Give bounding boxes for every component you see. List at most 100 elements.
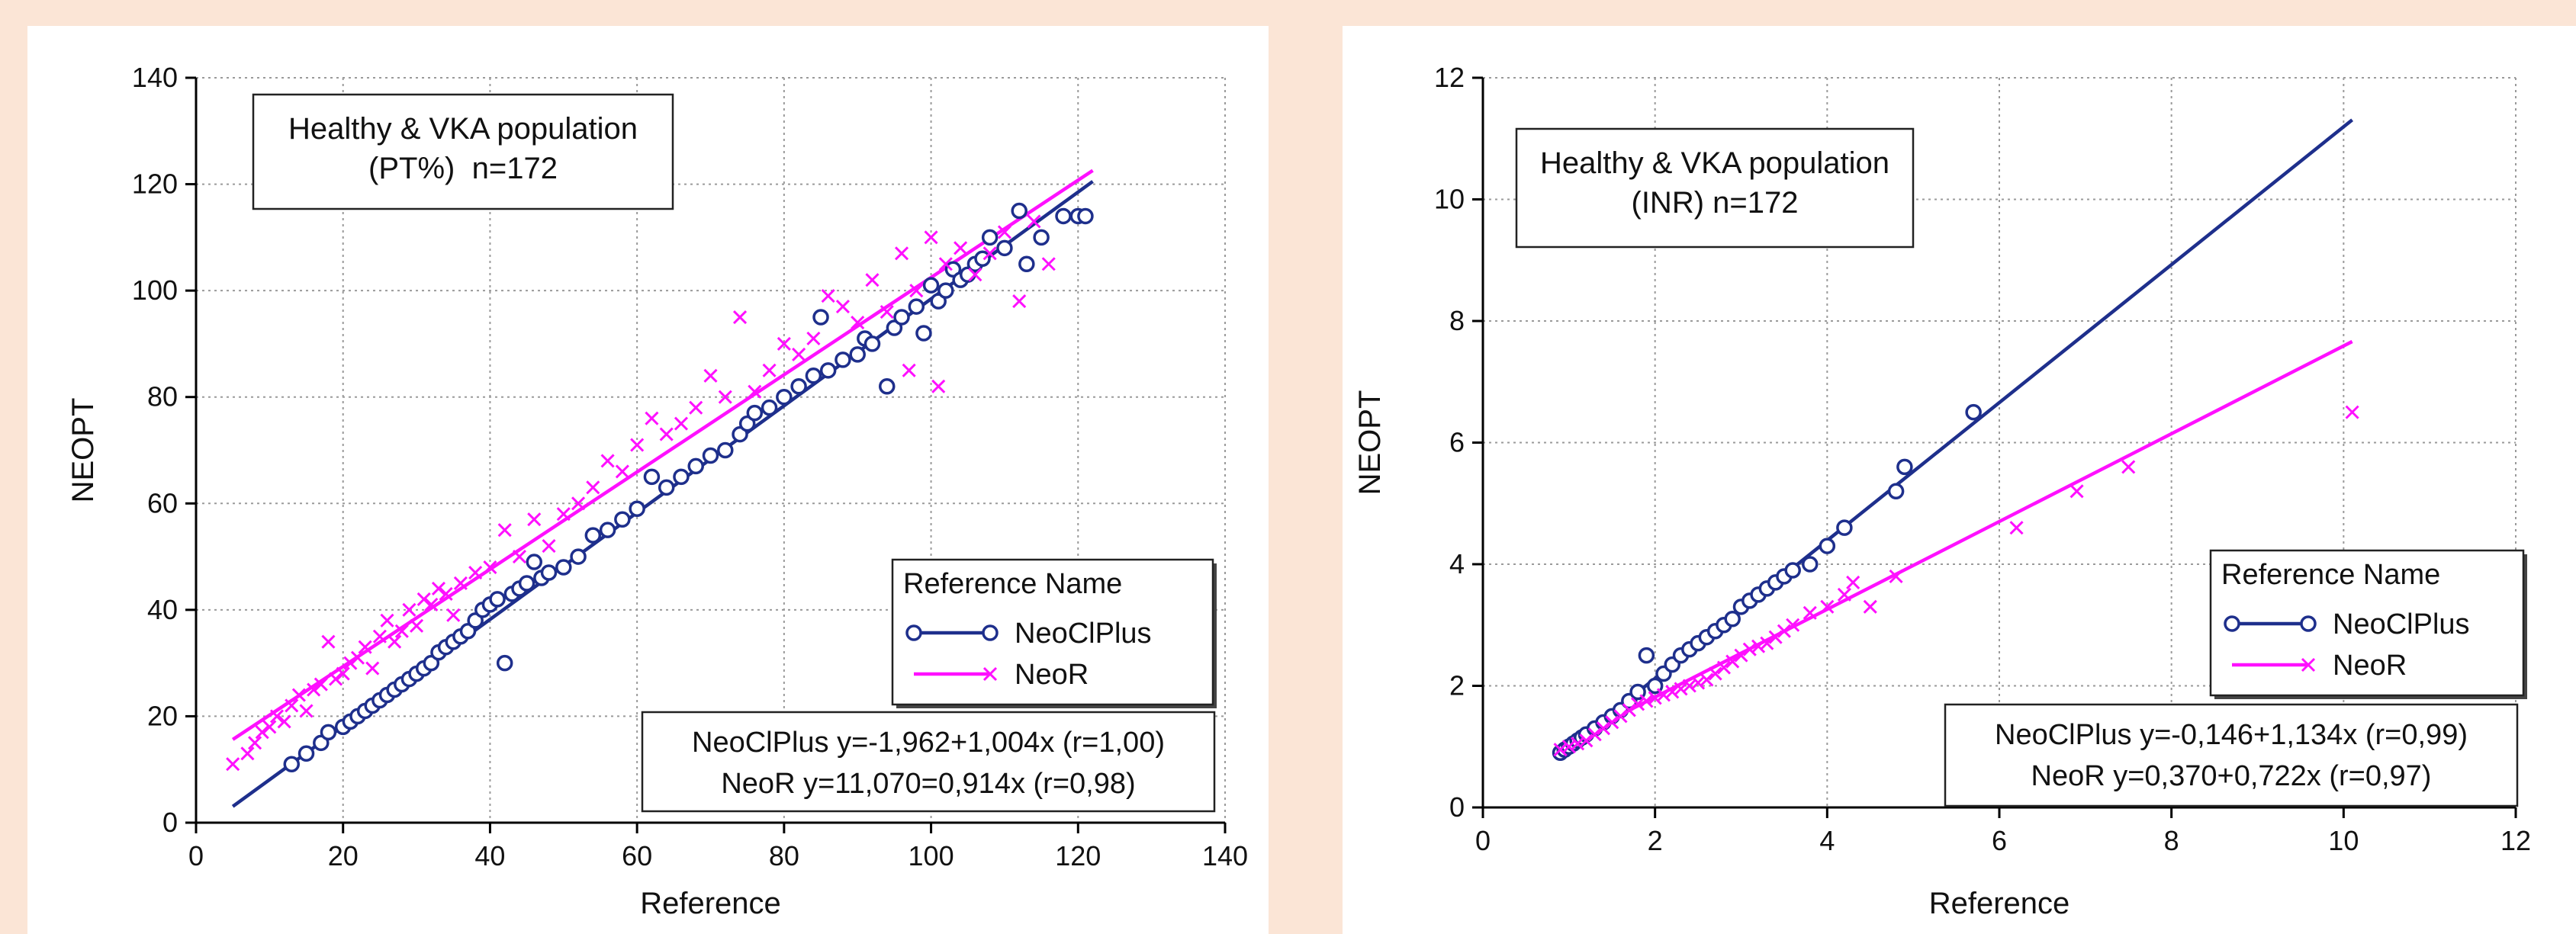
series-neor bbox=[226, 214, 1056, 772]
data-point bbox=[423, 654, 440, 672]
data-point bbox=[821, 289, 835, 303]
data-point bbox=[1889, 569, 1903, 584]
data-point bbox=[584, 527, 602, 544]
data-point bbox=[424, 597, 439, 611]
x-tick-label: 8 bbox=[2164, 825, 2179, 856]
data-point bbox=[343, 656, 358, 670]
data-point bbox=[1820, 599, 1835, 614]
chart-panel-inr: 0 2 4 6 8 10 12 0 2 4 6 8 10 12 Reference NEOPT Healthy … bbox=[1343, 26, 2576, 934]
population-note-line: (PT%) n=172 bbox=[368, 152, 558, 185]
data-point bbox=[277, 714, 291, 729]
data-point bbox=[1802, 556, 1819, 573]
data-point bbox=[2121, 460, 2136, 474]
y-tick-label: 0 bbox=[1449, 791, 1465, 823]
data-point bbox=[673, 468, 690, 486]
data-point bbox=[240, 746, 255, 761]
equations-box bbox=[641, 711, 1216, 813]
data-point bbox=[299, 704, 314, 718]
data-point bbox=[630, 438, 645, 452]
data-point bbox=[931, 379, 946, 393]
legend-marker bbox=[2300, 615, 2317, 632]
data-point bbox=[1724, 611, 1741, 627]
data-point bbox=[313, 734, 330, 752]
data-point bbox=[570, 548, 587, 565]
equation-line: NeoClPlus y=-1,962+1,004x (r=1,00) bbox=[692, 727, 1165, 759]
data-point bbox=[512, 550, 527, 564]
data-point bbox=[555, 559, 572, 576]
data-point bbox=[468, 565, 483, 580]
data-point bbox=[1734, 648, 1748, 663]
data-point bbox=[439, 586, 453, 601]
data-point bbox=[600, 454, 615, 468]
data-point bbox=[1571, 737, 1585, 751]
data-point bbox=[689, 400, 703, 415]
data-point bbox=[1725, 654, 1740, 669]
x-tick-label: 140 bbox=[1202, 840, 1248, 871]
y-tick-label: 60 bbox=[147, 487, 178, 518]
data-point bbox=[358, 640, 372, 654]
data-point bbox=[748, 384, 762, 399]
data-point bbox=[431, 581, 446, 596]
data-point bbox=[350, 650, 365, 665]
data-point bbox=[909, 284, 924, 298]
data-point bbox=[659, 427, 674, 441]
data-point bbox=[614, 511, 631, 528]
data-point bbox=[1638, 647, 1655, 664]
legend-title: Reference Name bbox=[903, 568, 1122, 600]
data-point bbox=[981, 229, 999, 246]
y-tick-label: 0 bbox=[162, 807, 178, 838]
data-point bbox=[1622, 703, 1636, 717]
axes: 0 2 4 6 8 10 12 0 2 4 6 8 10 12 Reference NEOPT bbox=[1353, 62, 2531, 920]
population-note-line: (INR) n=172 bbox=[1632, 186, 1799, 220]
data-point bbox=[489, 591, 506, 608]
data-point bbox=[865, 273, 880, 287]
series-neoclplus bbox=[1552, 403, 1982, 761]
data-point bbox=[915, 325, 932, 342]
data-point bbox=[835, 351, 851, 368]
y-tick-label: 100 bbox=[132, 274, 178, 306]
data-point bbox=[1553, 743, 1568, 757]
data-point bbox=[1587, 727, 1602, 742]
data-point bbox=[571, 496, 586, 511]
data-point bbox=[1768, 630, 1783, 644]
data-point bbox=[674, 416, 689, 431]
data-point bbox=[1561, 740, 1576, 754]
legend-label-neor: NeoR bbox=[1015, 659, 1089, 691]
data-point bbox=[1691, 676, 1706, 690]
data-point bbox=[1682, 679, 1696, 693]
data-point bbox=[1018, 255, 1035, 272]
data-point bbox=[996, 239, 1013, 257]
x-tick-label: 120 bbox=[1055, 840, 1101, 871]
y-tick-label: 80 bbox=[147, 381, 178, 412]
data-point bbox=[320, 724, 337, 741]
data-point bbox=[1639, 694, 1654, 708]
y-tick-label: 20 bbox=[147, 700, 178, 731]
data-point bbox=[703, 368, 718, 383]
data-point bbox=[615, 464, 629, 479]
data-point bbox=[283, 756, 301, 772]
data-point bbox=[291, 688, 306, 702]
x-tick-label: 40 bbox=[474, 840, 505, 871]
data-point bbox=[982, 246, 997, 261]
data-point bbox=[518, 575, 535, 592]
population-note-line: Healthy & VKA population bbox=[1540, 146, 1889, 180]
legend-marker bbox=[905, 624, 922, 641]
data-point bbox=[497, 523, 512, 538]
data-point bbox=[908, 298, 925, 315]
data-point bbox=[255, 725, 269, 740]
data-point bbox=[416, 592, 431, 606]
series-neoclplus bbox=[283, 202, 1094, 772]
x-tick-label: 60 bbox=[622, 840, 652, 871]
data-point bbox=[402, 602, 416, 617]
data-point bbox=[718, 390, 732, 404]
x-tick-label: 4 bbox=[1819, 825, 1835, 856]
data-point bbox=[819, 362, 837, 379]
population-note-line: Healthy & VKA population bbox=[288, 112, 638, 146]
data-point bbox=[365, 661, 380, 676]
chart-inr-svg: 0 2 4 6 8 10 12 0 2 4 6 8 10 12 Reference NEOPT Healthy … bbox=[1353, 62, 2531, 920]
data-point bbox=[643, 468, 661, 486]
data-point bbox=[792, 347, 806, 361]
data-point bbox=[1665, 685, 1680, 699]
data-point bbox=[954, 241, 968, 255]
population-note-box bbox=[252, 93, 674, 210]
